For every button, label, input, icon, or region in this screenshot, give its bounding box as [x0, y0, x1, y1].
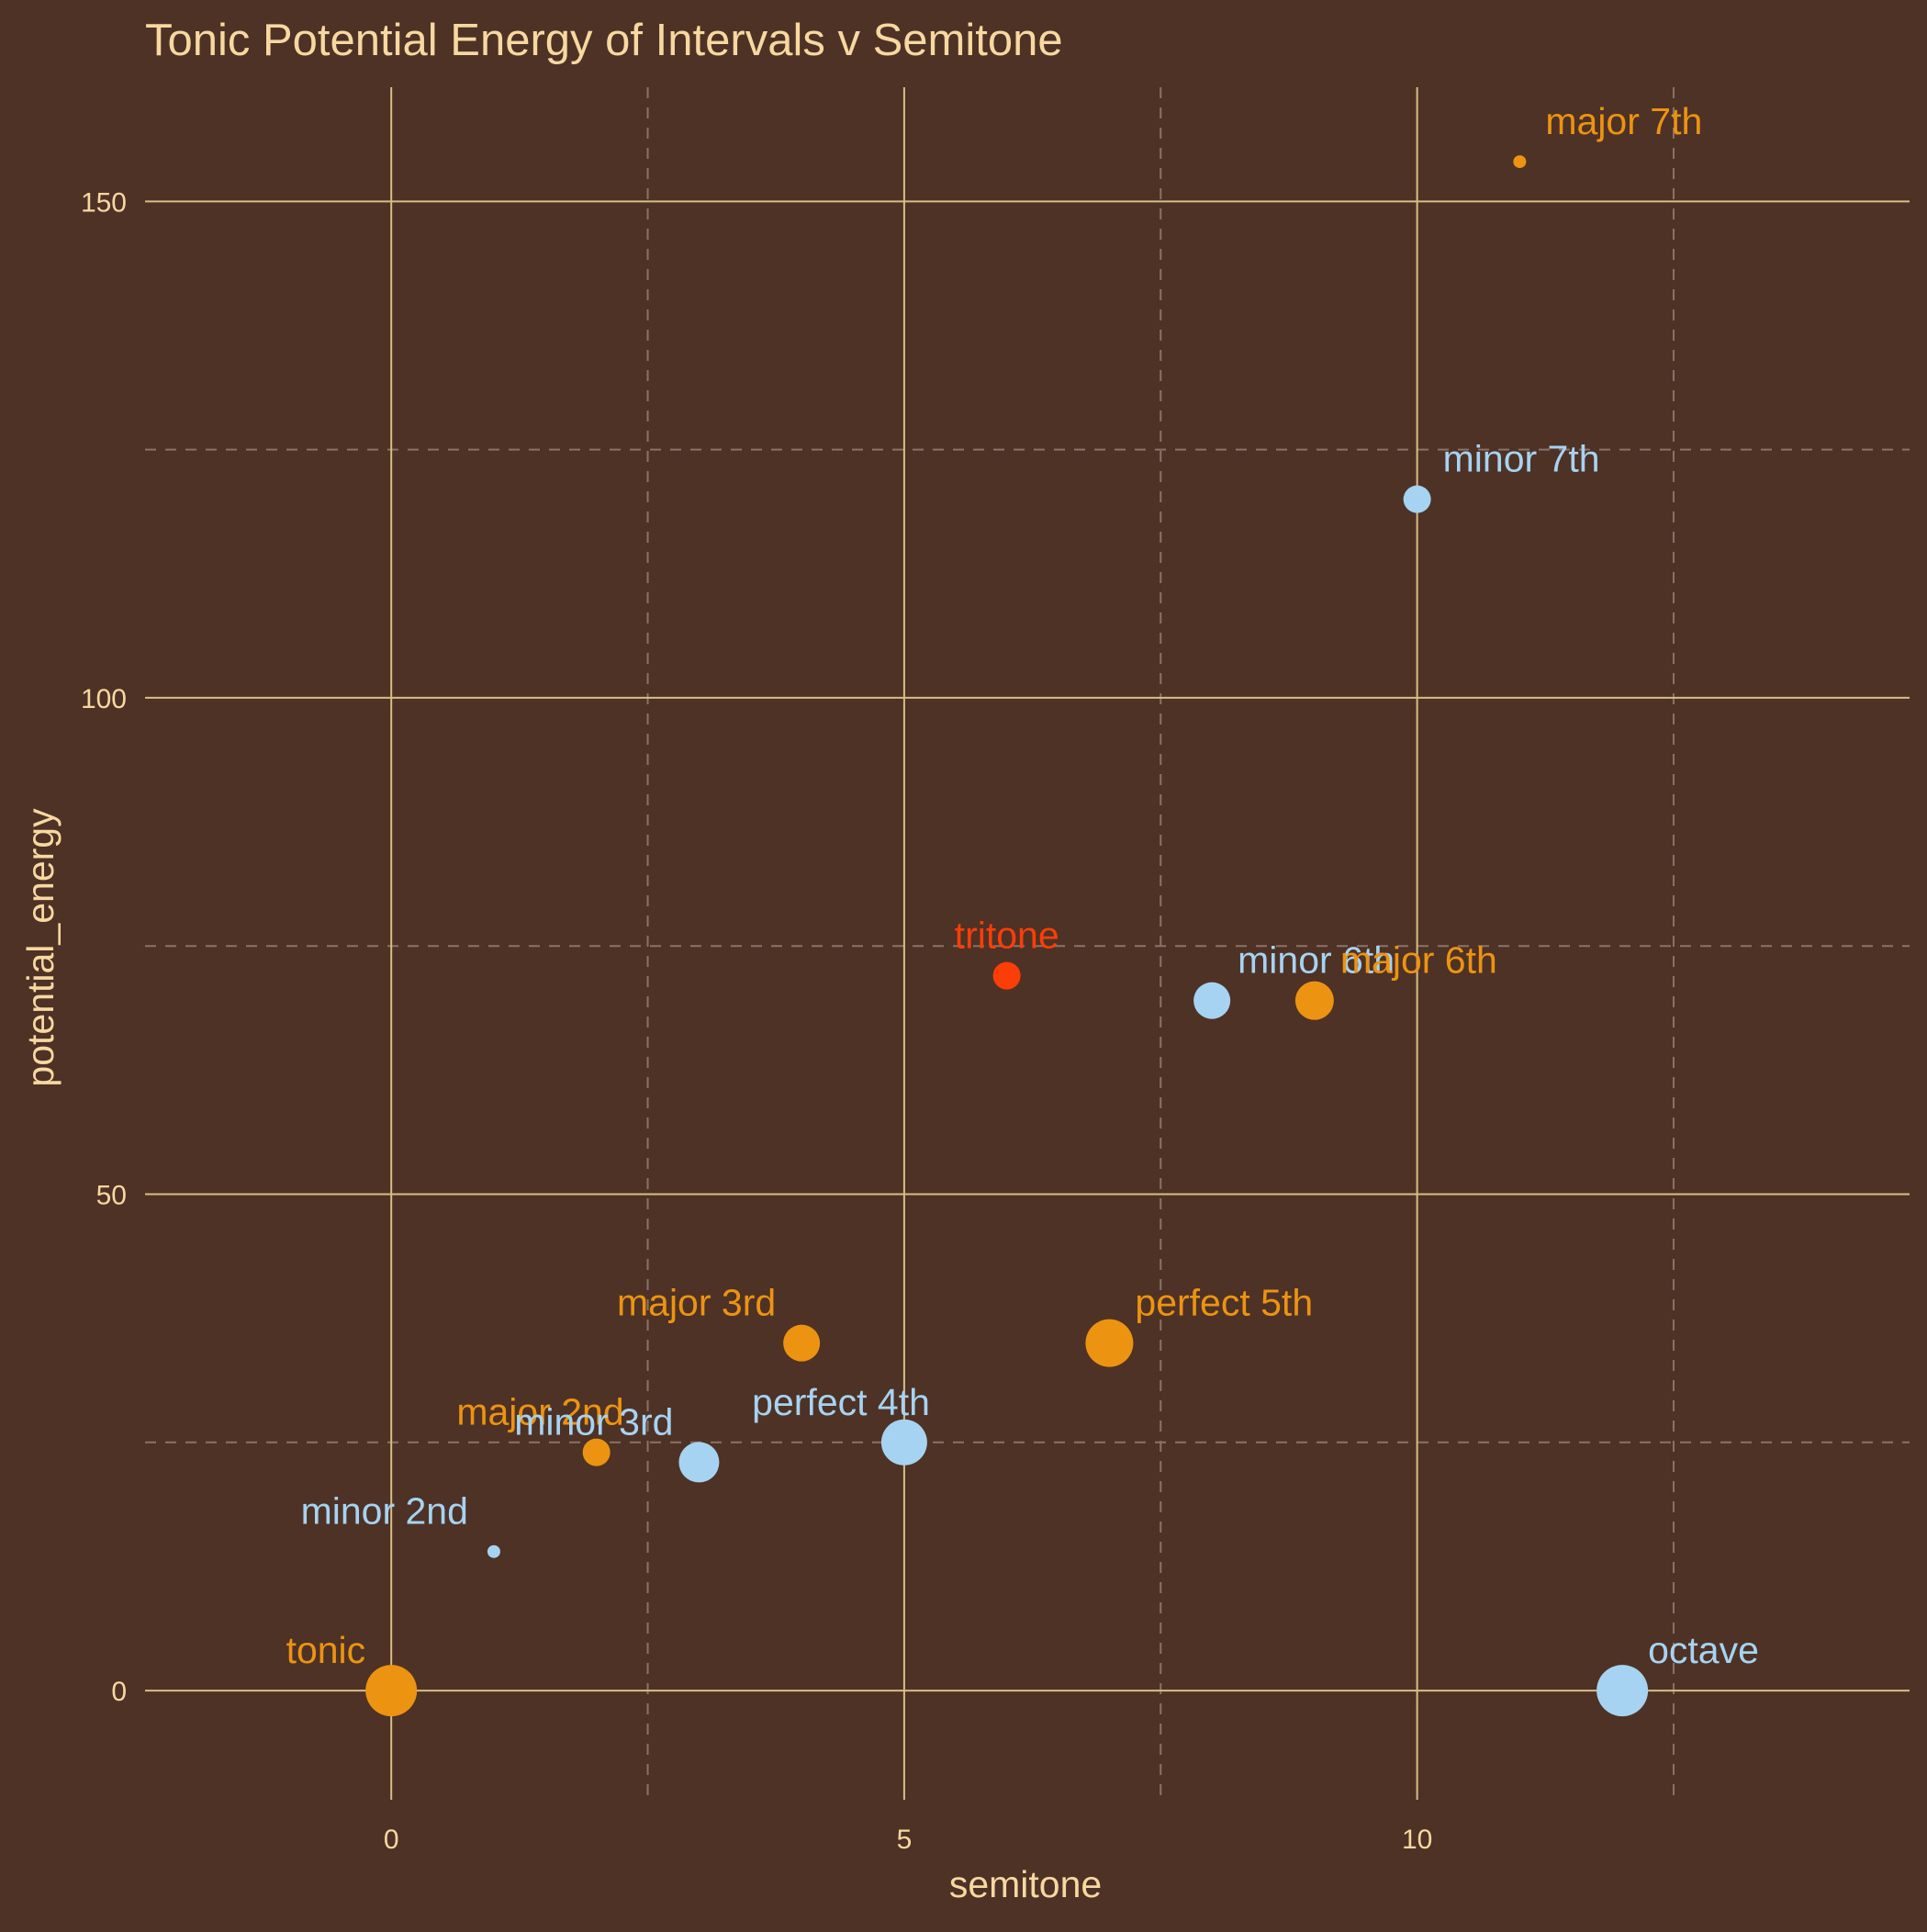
- data-point: [1294, 981, 1334, 1020]
- point-label: minor 2nd: [301, 1490, 468, 1533]
- point-label: minor 7th: [1443, 438, 1600, 480]
- data-point: [1403, 485, 1431, 513]
- point-label: major 2nd: [456, 1391, 623, 1433]
- x-tick-label: 5: [897, 1825, 913, 1855]
- x-axis-title: semitone: [949, 1863, 1102, 1905]
- point-label: perfect 5th: [1135, 1282, 1313, 1324]
- data-point: [1596, 1665, 1649, 1717]
- data-point: [1085, 1319, 1134, 1367]
- point-label: minor 6th: [1238, 939, 1395, 982]
- data-point: [678, 1442, 720, 1483]
- minor-gridlines: [145, 87, 1910, 1800]
- point-label: tonic: [286, 1629, 366, 1671]
- y-axis-title: potential_energy: [19, 808, 62, 1087]
- point-label: tritone: [955, 915, 1059, 957]
- data-point: [783, 1324, 821, 1362]
- x-tick-label: 0: [384, 1825, 399, 1855]
- point-label: major 6th: [1340, 939, 1497, 982]
- point-label: octave: [1648, 1629, 1759, 1671]
- y-tick-label: 50: [96, 1180, 127, 1210]
- point-label: perfect 4th: [752, 1381, 930, 1423]
- x-tick-label: 10: [1402, 1825, 1432, 1855]
- data-point: [1193, 982, 1231, 1019]
- y-tick-label: 0: [111, 1677, 127, 1707]
- chart-title: Tonic Potential Energy of Intervals v Se…: [145, 16, 1063, 65]
- y-tick-label: 100: [81, 684, 127, 714]
- y-tick-labels: 0 50 100 150: [81, 187, 127, 1707]
- data-point: [880, 1419, 927, 1466]
- point-label: major 7th: [1545, 100, 1702, 142]
- data-point: [1513, 155, 1527, 169]
- data-points: [365, 155, 1649, 1717]
- y-tick-label: 150: [81, 187, 127, 218]
- data-point: [487, 1544, 500, 1558]
- data-point: [992, 961, 1021, 990]
- data-point: [582, 1438, 611, 1466]
- point-label: minor 3rd: [514, 1400, 673, 1443]
- x-tick-labels: 0 5 10: [384, 1825, 1432, 1855]
- point-label: major 3rd: [617, 1282, 776, 1324]
- data-point: [365, 1665, 418, 1717]
